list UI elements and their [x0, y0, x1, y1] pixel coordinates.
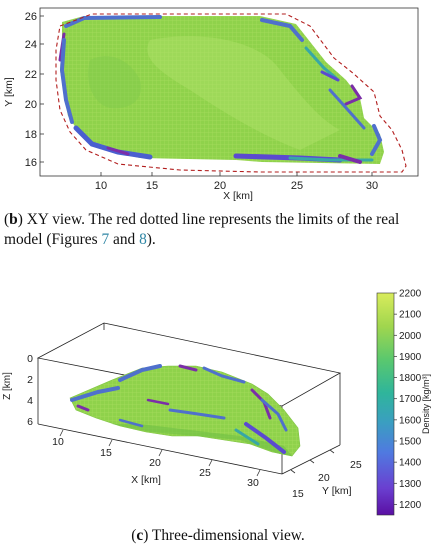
xy-x-axis-label: X [km]: [223, 190, 253, 202]
caption-c: (c) Three-dimensional view.: [131, 527, 305, 544]
xy-edge-anomalies: [58, 15, 383, 164]
xy-plot: 10 15 20 25 30 X [km] 26 24 22 20 18 16 …: [3, 7, 419, 202]
xy-y-axis-label: Y [km]: [3, 77, 15, 107]
3d-x-tick-label: 25: [199, 467, 211, 479]
colorbar-gradient: [376, 292, 395, 516]
real-model-limits-line: [55, 13, 407, 173]
caption-b-end: ).: [146, 231, 156, 248]
density-body-3d-shade: [112, 424, 292, 456]
density-colorbar: 2200 2100 2000 1900 1800 1700 1600 1500 1400 1300…: [376, 289, 431, 516]
3d-y-tick-label: 25: [350, 459, 362, 471]
colorbar-tick-label: 2200: [399, 289, 422, 300]
colorbar-tick-label: 1200: [399, 500, 422, 511]
figure-7-link[interactable]: 7: [101, 231, 110, 248]
3d-y-ticks: [290, 449, 335, 474]
xy-x-tick-label: 25: [291, 180, 303, 192]
3d-x-axis-label: X [km]: [131, 474, 161, 486]
caption-b-and: and: [109, 231, 140, 248]
z-tick-label: 4: [27, 395, 33, 407]
xy-x-tick-label: 30: [366, 180, 378, 192]
z-tick-label: 2: [27, 374, 33, 386]
z-tick-label: 0: [27, 353, 33, 365]
colorbar-tick-label: 1600: [399, 415, 422, 426]
colorbar-tick-label: 1800: [399, 373, 422, 384]
3d-edge-anomalies: [70, 364, 288, 454]
3d-x-tick-label: 20: [149, 457, 161, 469]
3d-y-tick-label: 20: [318, 472, 330, 484]
z-axis-label: Z [km]: [2, 372, 13, 400]
z-tick-label: 6: [27, 416, 33, 428]
xy-y-tick-label: 18: [25, 129, 37, 141]
xy-x-tick-label: 15: [146, 180, 158, 192]
xy-y-tick-label: 16: [25, 157, 37, 169]
3d-x-ticks: [59, 429, 261, 477]
xy-y-tick-label: 20: [25, 99, 37, 111]
colorbar-tick-label: 1900: [399, 352, 422, 363]
xy-interior-patch: [88, 56, 141, 109]
caption-c-text: Three-dimensional view.: [148, 527, 305, 544]
3d-x-tick-label: 30: [247, 477, 259, 489]
caption-b-text: XY view. The red dotted line represents …: [4, 211, 400, 248]
caption-b-label: b: [9, 211, 18, 228]
three-dimensional-plot: 0 2 4 6 Z [km] 10 15 20 25 30 X [km]: [2, 289, 431, 516]
colorbar-tick-label: 1300: [399, 479, 422, 490]
xy-x-tick-label: 10: [95, 180, 107, 192]
xy-interior-patch: [147, 36, 340, 150]
xy-y-tick-label: 22: [25, 69, 37, 81]
colorbar-tick-label: 2000: [399, 331, 422, 342]
3d-x-tick-label: 15: [100, 447, 112, 459]
colorbar-tick-label: 1500: [399, 437, 422, 448]
xy-density-body: [60, 16, 384, 164]
caption-b: (b) XY view. The red dotted line represe…: [4, 211, 400, 248]
colorbar-tick-label: 2100: [399, 310, 422, 321]
3d-y-axis-label: Y [km]: [322, 485, 352, 497]
xy-y-tick-label: 26: [25, 11, 37, 23]
xy-y-ticks: [40, 15, 44, 163]
xy-y-tick-label: 24: [25, 39, 37, 51]
colorbar-tick-label: 1400: [399, 458, 422, 469]
3d-y-tick-label: 15: [292, 488, 304, 500]
xy-x-tick-label: 20: [214, 180, 226, 192]
3d-x-tick-label: 10: [52, 436, 64, 448]
caption-c-label: c: [136, 527, 144, 544]
xy-x-ticks: [100, 172, 373, 176]
colorbar-tick-label: 1700: [399, 394, 422, 405]
figure-8-link[interactable]: 8: [139, 231, 147, 248]
colorbar-label: Density [kg/m³]: [421, 374, 431, 434]
